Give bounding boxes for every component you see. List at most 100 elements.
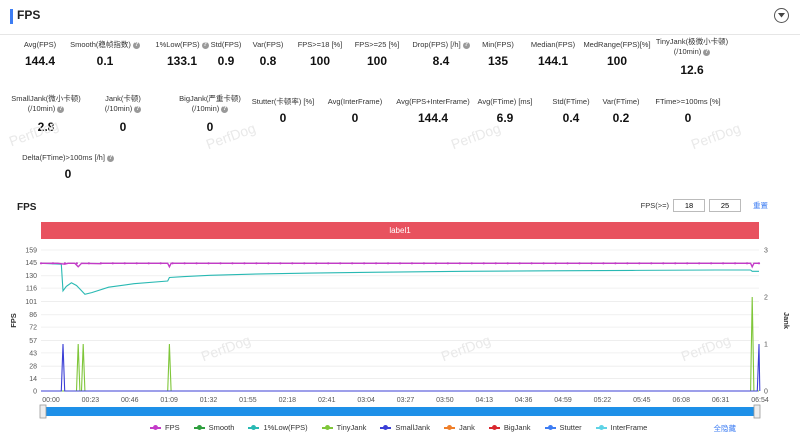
y-tick-label: 43	[29, 350, 37, 357]
hide-all-button[interactable]: 全隐藏	[713, 424, 737, 433]
legend-swatch-icon	[193, 424, 205, 430]
fps-point	[554, 262, 557, 265]
fps-point	[530, 262, 533, 265]
metric-row1-9: Median(FPS) 144.1	[503, 40, 603, 68]
metric-value: 100	[309, 54, 331, 68]
fps-point	[733, 262, 737, 265]
range-slider-track[interactable]	[41, 407, 759, 416]
fps-point	[662, 262, 665, 265]
x-tick-label: 04:13	[476, 397, 494, 404]
fps-point	[291, 262, 294, 265]
fps-point	[518, 262, 521, 265]
fps-point	[39, 262, 43, 265]
metric-label: Avg(FPS+InterFrame)	[396, 97, 470, 106]
metric-value: 0.1	[96, 54, 114, 68]
fps-point	[614, 262, 617, 265]
help-icon[interactable]: ?	[134, 105, 142, 113]
metric-label: Min(FPS)	[482, 40, 514, 49]
x-tick-label: 06:31	[712, 397, 730, 404]
help-icon[interactable]: ?	[106, 154, 114, 162]
metric-row1-7: Drop(FPS) [/h]? 8.4	[391, 40, 491, 68]
legend-item-fps[interactable]: FPS	[150, 423, 180, 432]
y2-tick-label: 3	[764, 248, 768, 255]
collapse-toggle-icon[interactable]	[774, 8, 789, 23]
y-axis-label: FPS	[9, 313, 18, 328]
metric-label: FTime>=100ms [%]	[655, 97, 721, 106]
fps-filter-low-input[interactable]	[673, 199, 705, 212]
metric-label: SmallJank(微小卡顿)	[11, 94, 81, 103]
legend-item-tinyjank[interactable]: TinyJank	[321, 423, 367, 432]
reset-button[interactable]: 重置	[753, 201, 768, 210]
metric-label-unit: (/10min)?	[27, 104, 65, 113]
metric-label: 1%Low(FPS)?	[155, 40, 209, 49]
fps-point	[674, 262, 677, 265]
help-icon[interactable]: ?	[201, 41, 209, 49]
legend-item-1-low-fps-[interactable]: 1%Low(FPS)	[248, 423, 308, 432]
legend-swatch-icon	[150, 424, 161, 430]
metric-value: 144.4	[24, 54, 56, 68]
fps-point	[386, 262, 390, 265]
metric-label: FPS>=25 [%]	[354, 40, 400, 49]
fps-point	[506, 262, 509, 265]
metric-label: Smooth(稳帧指数)?	[70, 40, 140, 49]
fps-point	[363, 262, 366, 265]
fps-point	[434, 262, 437, 265]
legend-item-stutter[interactable]: Stutter	[544, 423, 582, 432]
help-icon[interactable]: ?	[57, 105, 65, 113]
metric-value: 144.1	[537, 54, 569, 68]
help-icon[interactable]: ?	[221, 105, 229, 113]
metric-row1-3: Std(FPS) 0.9	[176, 40, 276, 68]
metric-label: Jank(卡顿)	[105, 94, 141, 103]
legend-item-bigjank[interactable]: BigJank	[488, 423, 531, 432]
range-handle-left-icon[interactable]	[39, 404, 47, 419]
legend-dot-icon	[383, 424, 389, 430]
fps-point	[590, 262, 593, 265]
fps-point	[458, 262, 461, 265]
fps-point	[63, 262, 67, 265]
legend-swatch-icon	[443, 424, 455, 430]
metric-label: FPS>=18 [%]	[297, 40, 343, 49]
help-icon[interactable]: ?	[703, 48, 711, 56]
fps-chart[interactable]: 0 14 28 43 57 72 86 101 116 130 145 159 0 1 2 3 FPS Jank 0…	[0, 240, 800, 422]
fps-point	[542, 262, 545, 265]
help-icon[interactable]: ?	[132, 41, 140, 49]
legend-item-smooth[interactable]: Smooth	[193, 423, 234, 432]
metric-value: 2.8	[37, 120, 55, 134]
legend-swatch-icon	[321, 424, 333, 430]
help-icon[interactable]: ?	[462, 41, 470, 49]
series-line-fps	[41, 262, 759, 269]
x-tick-label: 05:45	[633, 397, 651, 404]
metric-label: Drop(FPS) [/h]?	[412, 40, 470, 49]
x-tick-label: 00:00	[42, 397, 60, 404]
range-handle-right-icon[interactable]	[753, 404, 761, 419]
legend-label: 1%Low(FPS)	[263, 423, 308, 432]
metric-row2-0: SmallJank(微小卡顿) (/10min)? 2.8	[0, 94, 96, 134]
legend-label: SmallJank	[395, 423, 430, 432]
metric-value: 0.8	[259, 54, 277, 68]
x-tick-label: 02:41	[318, 397, 336, 404]
fps-filter-high-input[interactable]	[709, 199, 741, 212]
label-bar[interactable]: label1	[41, 222, 759, 239]
series-line-tinyjank	[41, 296, 759, 392]
legend-item-interframe[interactable]: InterFrame	[595, 423, 647, 432]
metric-label: Delta(FTime)>100ms [/h]?	[22, 153, 114, 162]
metric-row1-2: 1%Low(FPS)? 133.1	[132, 40, 232, 68]
fps-filter: FPS(>=) 重置	[641, 199, 768, 212]
fps-point	[638, 262, 641, 265]
legend-item-jank[interactable]: Jank	[443, 423, 475, 432]
metric-row1-8: Min(FPS) 135	[448, 40, 548, 68]
fps-point	[111, 262, 114, 265]
legend-item-smalljank[interactable]: SmallJank	[380, 423, 430, 432]
metric-row2-2: BigJank(严重卡顿) (/10min)? 0	[160, 94, 260, 134]
fps-point	[123, 262, 126, 265]
metric-row3-0: Delta(FTime)>100ms [/h]? 0	[18, 153, 118, 181]
legend-label: TinyJank	[336, 423, 367, 432]
metric-label-unit: (/10min)?	[673, 47, 711, 56]
fps-filter-label: FPS(>=)	[640, 201, 669, 210]
legend-swatch-icon	[595, 424, 607, 430]
panel-title: FPS	[17, 8, 41, 22]
legend-dot-icon	[196, 424, 202, 430]
metric-label-unit: (/10min)?	[104, 104, 142, 113]
x-tick-label: 03:27	[397, 397, 415, 404]
y-tick-label: 116	[26, 286, 37, 293]
